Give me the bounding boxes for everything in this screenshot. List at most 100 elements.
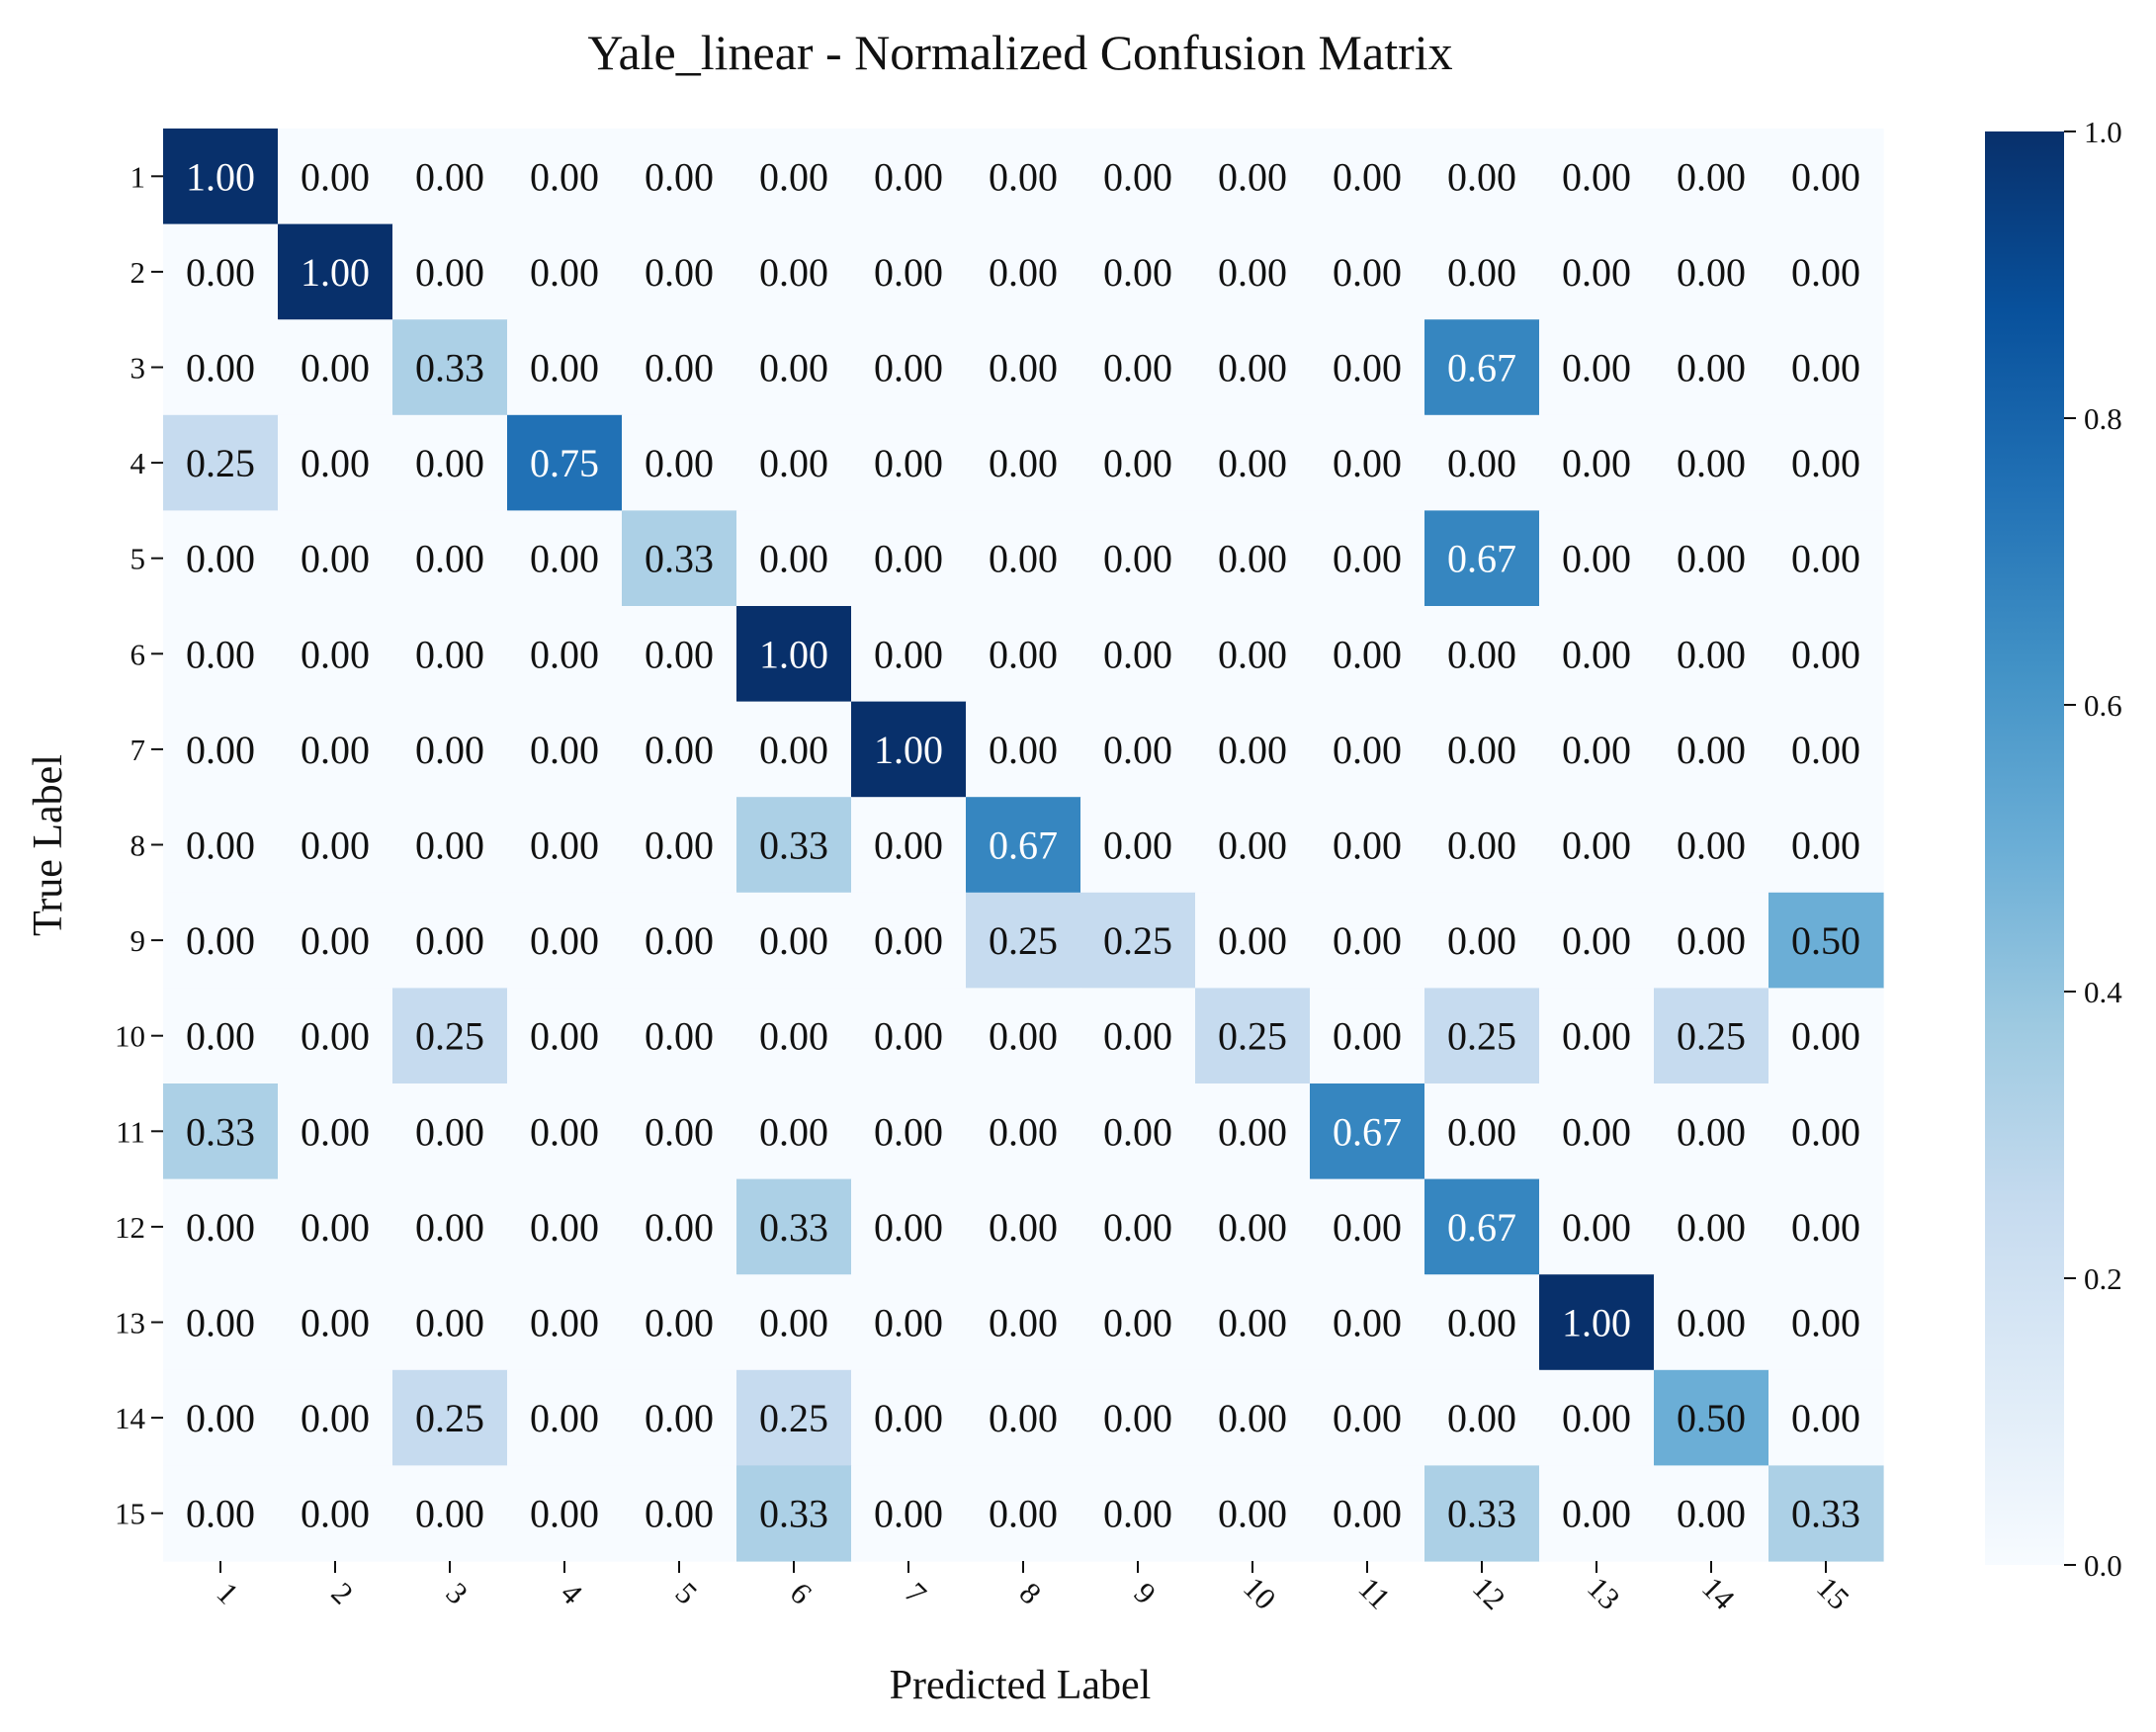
heatmap-cell [851,1369,967,1466]
cell-value-label: 0.00 [1447,1396,1516,1440]
cell-value-label: 0.67 [1333,1109,1402,1154]
cell-value-label: 0.00 [1103,1301,1172,1345]
heatmap-cell [1080,223,1196,320]
cell-value-label: 0.25 [1103,918,1172,963]
cell-value-label: 0.00 [989,1492,1058,1536]
heatmap-cell [507,1083,623,1180]
cell-value-label: 0.00 [415,441,484,485]
cell-value-label: 0.00 [301,441,370,485]
cell-value-label: 0.00 [874,346,943,390]
heatmap-cell [1539,988,1655,1084]
cell-value-label: 0.00 [1218,1109,1287,1154]
y-tick-label: 13 [115,1306,145,1341]
heatmap-cell [392,223,508,320]
x-tick-label: 4 [555,1576,590,1611]
cell-value-label: 0.00 [530,1109,599,1154]
heatmap-cell [163,1178,279,1275]
cell-value-label: 0.00 [1677,1301,1746,1345]
heatmap-cell [1424,319,1540,416]
cell-value-label: 0.00 [1791,441,1860,485]
heatmap-cell [736,1274,852,1371]
cell-value-label: 0.00 [415,1492,484,1536]
heatmap-cell [1195,701,1311,798]
heatmap-cell [622,414,737,511]
cell-value-label: 0.00 [989,632,1058,676]
cell-value-label: 0.00 [874,1205,943,1250]
cell-value-label: 0.00 [1562,918,1631,963]
cell-value-label: 0.00 [645,1109,714,1154]
cell-value-label: 0.00 [645,918,714,963]
cell-value-label: 0.00 [1447,918,1516,963]
heatmap-cell [851,797,967,894]
cell-value-label: 0.00 [874,537,943,581]
cell-value-label: 0.00 [874,1014,943,1059]
cell-value-label: 0.00 [186,1301,255,1345]
x-axis-label: Predicted Label [890,1663,1152,1708]
cell-value-label: 0.00 [1333,1492,1402,1536]
cell-value-label: 0.00 [1562,728,1631,772]
cell-value-label: 0.67 [1447,537,1516,581]
cell-value-label: 0.00 [530,632,599,676]
colorbar-gradient [1985,131,2064,1565]
heatmap-cell [1424,129,1540,225]
heatmap-cell [736,414,852,511]
heatmap-cell [163,988,279,1084]
heatmap-cell [1310,606,1425,703]
heatmap-cell [1654,1369,1769,1466]
cell-value-label: 0.50 [1677,1396,1746,1440]
cell-value-label: 0.00 [415,1109,484,1154]
heatmap-cell [1424,414,1540,511]
heatmap-cell [851,1274,967,1371]
cell-value-label: 0.67 [1447,1205,1516,1250]
heatmap-cell [1424,1465,1540,1562]
heatmap-cell [392,1465,508,1562]
x-tick-label: 15 [1810,1570,1856,1616]
heatmap-cell [1768,510,1884,607]
cell-value-label: 0.00 [1103,1396,1172,1440]
y-tick-label: 15 [115,1497,145,1531]
heatmap-cell [507,223,623,320]
cell-value-label: 0.00 [874,1301,943,1345]
cell-value-label: 0.25 [1447,1014,1516,1059]
heatmap-cell [1654,1274,1769,1371]
cell-value-label: 0.00 [186,632,255,676]
heatmap-cell [1080,1274,1196,1371]
cell-value-label: 1.00 [186,154,255,199]
heatmap-cell [1195,319,1311,416]
cell-value-label: 0.00 [1562,1205,1631,1250]
heatmap-cell [392,892,508,989]
cell-value-label: 0.00 [989,1205,1058,1250]
heatmap-cell [1424,892,1540,989]
cell-value-label: 0.00 [1333,346,1402,390]
cell-value-label: 0.00 [415,728,484,772]
heatmap-cell [1080,1369,1196,1466]
x-tick-label: 13 [1581,1570,1627,1616]
heatmap-cell [507,1274,623,1371]
heatmap-cell [392,1083,508,1180]
cell-value-label: 0.00 [1333,918,1402,963]
cell-value-label: 0.25 [186,441,255,485]
heatmap-cell [278,892,393,989]
heatmap-cell [1310,510,1425,607]
heatmap-cell [507,606,623,703]
heatmap-cell [736,1178,852,1275]
cell-value-label: 0.00 [1218,1396,1287,1440]
heatmap-cell [163,701,279,798]
heatmap-cell [278,129,393,225]
heatmap-cell [163,510,279,607]
cell-value-label: 0.00 [186,250,255,295]
cell-value-label: 0.00 [1333,537,1402,581]
cell-value-label: 0.00 [1447,441,1516,485]
heatmap-cell [1539,1083,1655,1180]
cell-value-label: 0.00 [1677,632,1746,676]
heatmap-cell [1310,892,1425,989]
heatmap-cell [1080,1178,1196,1275]
heatmap-cell [1654,701,1769,798]
heatmap-cell [1310,319,1425,416]
heatmap-cell [1310,223,1425,320]
heatmap-cell [622,1178,737,1275]
cell-value-label: 0.25 [1677,1014,1746,1059]
heatmap-cell [966,129,1081,225]
heatmap-cell [1195,988,1311,1084]
